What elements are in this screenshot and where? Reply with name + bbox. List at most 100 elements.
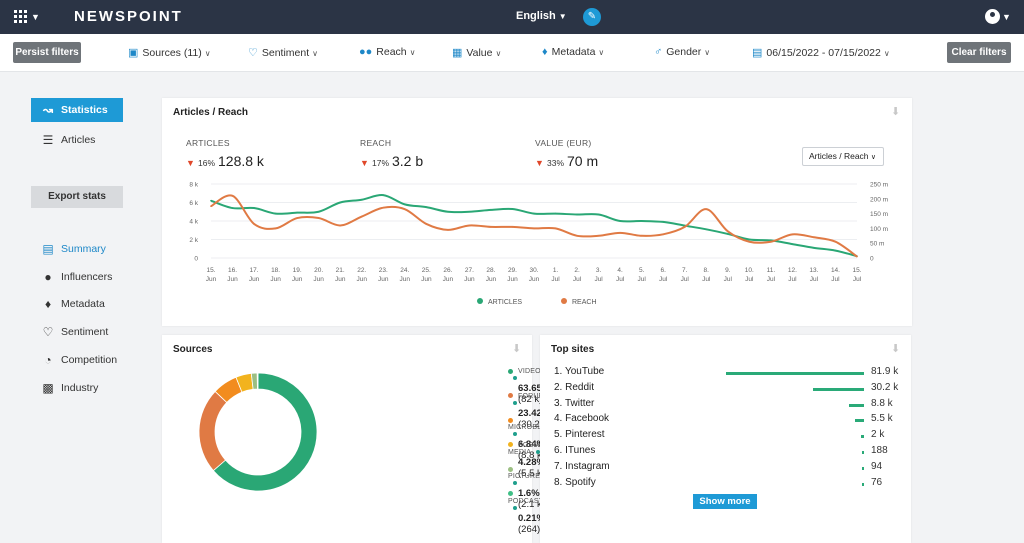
sidebar-item-statistics[interactable]: ↝ Statistics bbox=[31, 98, 123, 122]
filter-reach[interactable]: ●● Reach ∨ bbox=[359, 46, 416, 58]
metric-value: 128.8 k bbox=[218, 153, 264, 169]
top-site-row[interactable]: 7. Instagram 94 bbox=[554, 461, 904, 477]
x-tick-label-day: 27. bbox=[465, 267, 474, 274]
clear-filters-button[interactable]: Clear filters bbox=[947, 42, 1011, 63]
data-point-articles bbox=[382, 194, 385, 196]
filter-sources[interactable]: ▣ Sources (11) ∨ bbox=[128, 46, 211, 59]
x-tick-label-month: Jul bbox=[788, 276, 797, 283]
factory-icon: ▩ bbox=[42, 381, 54, 395]
data-point-reach bbox=[770, 240, 772, 243]
filter-sentiment[interactable]: ♡ Sentiment ∨ bbox=[248, 46, 318, 59]
line-chart: 0 2 k 4 k 6 k 8 k 0 50 m 100 m 150 m 200 m 250 m 15… bbox=[189, 182, 888, 307]
top-site-row[interactable]: 6. ITunes 188 bbox=[554, 445, 904, 461]
top-site-row[interactable]: 8. Spotify 76 bbox=[554, 477, 904, 493]
x-tick-label-month: Jun bbox=[313, 276, 324, 283]
sidebar-item-influencers[interactable]: ● Influencers bbox=[31, 265, 123, 289]
sidebar-item-sentiment[interactable]: ♡ Sentiment bbox=[31, 320, 123, 344]
x-tick-label-day: 28. bbox=[486, 267, 495, 274]
chevron-down-icon[interactable]: ▼ bbox=[1002, 12, 1011, 22]
data-point-articles bbox=[791, 243, 794, 245]
x-tick-label-day: 19. bbox=[293, 267, 302, 274]
data-point-articles bbox=[554, 212, 557, 215]
x-tick-label-day: 14. bbox=[831, 267, 840, 274]
site-name: 3. Twitter bbox=[554, 397, 595, 409]
x-tick-label-month: Jun bbox=[292, 276, 303, 283]
sources-icon: ▣ bbox=[128, 47, 139, 59]
y-tick-label-left: 8 k bbox=[189, 182, 198, 189]
language-selector[interactable]: English ▼ bbox=[516, 10, 567, 22]
data-point-articles bbox=[813, 247, 815, 249]
source-category: MICROBLOGS bbox=[508, 424, 558, 431]
sidebar-item-summary[interactable]: ▤ Summary bbox=[31, 237, 123, 261]
filter-value[interactable]: ▦ Value ∨ bbox=[452, 46, 501, 59]
metric-value: 70 m bbox=[567, 153, 599, 169]
source-category: VIDEOS bbox=[518, 368, 546, 375]
y-tick-label-right: 0 bbox=[870, 256, 874, 263]
data-point-reach bbox=[210, 205, 212, 207]
download-icon[interactable]: ⬇ bbox=[512, 343, 522, 355]
sidebar-item-competition[interactable]: ◔ Competition bbox=[31, 348, 123, 372]
site-bar bbox=[812, 387, 864, 391]
info-dot-icon[interactable] bbox=[513, 432, 517, 437]
chart-metric-dropdown[interactable]: Articles / Reach ∨ bbox=[802, 147, 884, 166]
data-point-articles bbox=[274, 212, 277, 215]
source-legend-item: SOCIAL MEDIA 4.28% (5.5 k) bbox=[508, 442, 545, 479]
legend-label: ARTICLES bbox=[488, 299, 522, 306]
source-count: (8.8 k) bbox=[518, 450, 545, 461]
donut-slice-podcast bbox=[256, 372, 259, 390]
top-site-row[interactable]: 3. Twitter 8.8 k bbox=[554, 398, 904, 414]
trend-down-icon: ▼ bbox=[186, 158, 195, 168]
top-site-row[interactable]: 5. Pinterest 2 k bbox=[554, 429, 904, 445]
filter-gender[interactable]: ♂ Gender ∨ bbox=[654, 46, 710, 58]
show-more-button[interactable]: Show more bbox=[693, 494, 757, 509]
info-dot-icon[interactable] bbox=[513, 481, 517, 486]
filter-sentiment-label: Sentiment bbox=[261, 47, 310, 59]
heart-icon: ♡ bbox=[248, 47, 258, 59]
chevron-down-icon[interactable]: ▼ bbox=[31, 12, 40, 22]
download-icon[interactable]: ⬇ bbox=[891, 343, 901, 355]
edit-pen-icon[interactable]: ✎ bbox=[583, 8, 601, 26]
x-tick-label-month: Jul bbox=[659, 276, 668, 283]
site-bar bbox=[862, 451, 864, 454]
info-dot-icon[interactable] bbox=[513, 505, 517, 510]
filter-date-label: 06/15/2022 - 07/15/2022 bbox=[766, 47, 881, 59]
source-category: PICTURES bbox=[508, 473, 545, 480]
info-dot-icon[interactable] bbox=[536, 449, 541, 454]
persist-filters-button[interactable]: Persist filters bbox=[13, 42, 81, 63]
download-icon[interactable]: ⬇ bbox=[891, 106, 901, 118]
trend-down-icon: ▼ bbox=[535, 158, 544, 168]
legend-marker bbox=[561, 298, 567, 304]
legend-dot bbox=[508, 368, 513, 374]
info-dot-icon[interactable] bbox=[513, 400, 517, 405]
site-bar bbox=[849, 403, 864, 407]
data-point-articles bbox=[727, 233, 729, 235]
user-account-icon[interactable] bbox=[985, 9, 1000, 24]
top-bar: ▼ NEWSPOINT English ▼ ✎ ▼ bbox=[0, 0, 1024, 34]
x-tick-label-month: Jul bbox=[831, 276, 840, 283]
data-point-reach bbox=[360, 215, 363, 218]
filter-metadata-label: Metadata bbox=[551, 46, 596, 58]
y-tick-label-right: 200 m bbox=[870, 196, 888, 203]
x-tick-label-day: 29. bbox=[508, 267, 517, 274]
donut-slice-videos bbox=[212, 372, 318, 492]
chevron-down-icon: ▼ bbox=[558, 12, 567, 21]
top-site-row[interactable]: 4. Facebook 5.5 k bbox=[554, 413, 904, 429]
top-site-row[interactable]: 2. Reddit 30.2 k bbox=[554, 382, 904, 398]
info-dot-icon[interactable] bbox=[513, 376, 517, 381]
data-point-articles bbox=[662, 221, 664, 223]
source-count: (82 k) bbox=[518, 394, 543, 405]
filter-date-range[interactable]: ▤ 06/15/2022 - 07/15/2022 ∨ bbox=[752, 46, 890, 59]
sidebar-item-industry[interactable]: ▩ Industry bbox=[31, 376, 123, 400]
filter-metadata[interactable]: ♦ Metadata ∨ bbox=[542, 46, 604, 58]
x-tick-label-month: Jun bbox=[335, 276, 346, 283]
brand-logo[interactable]: NEWSPOINT bbox=[74, 8, 183, 25]
data-point-articles bbox=[640, 220, 643, 222]
sidebar-item-articles[interactable]: ☰ Articles bbox=[31, 128, 123, 152]
apps-grid-icon[interactable] bbox=[14, 10, 27, 23]
data-point-reach bbox=[447, 229, 449, 231]
export-stats-button[interactable]: Export stats bbox=[31, 186, 123, 208]
source-legend-item: PICTURES 1.6% (2.1 k) bbox=[508, 466, 545, 510]
source-count: (5.5 k) bbox=[518, 467, 545, 479]
sidebar-item-metadata[interactable]: ♦ Metadata bbox=[31, 292, 123, 316]
top-site-row[interactable]: 1. YouTube 81.9 k bbox=[554, 366, 904, 382]
